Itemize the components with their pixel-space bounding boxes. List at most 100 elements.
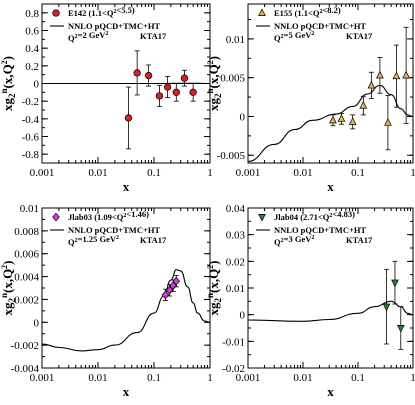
y-tick-label: 0.03: [226, 230, 246, 242]
y-tick-label: 0.8: [25, 8, 39, 20]
x-tick-label: 0.01: [293, 372, 312, 384]
legend-data-label: Jlab04 (2.71<Q2<4.83): [274, 209, 355, 222]
legend-model-label: KTA17: [346, 235, 373, 245]
data-point: [359, 100, 368, 109]
plot-frame: [247, 3, 414, 164]
data-point: [144, 71, 153, 80]
x-axis-label: x: [123, 179, 130, 194]
panel-jlab04: 0.001 0.01 0.1 1 -0.02 -0.01 0 0.01 0.02 0.03 0.04…: [205, 203, 415, 399]
data-point: [376, 70, 384, 79]
x-tick-label: 0.1: [147, 167, 161, 179]
y-tick-label: 0.04: [226, 203, 246, 215]
data-point: [382, 303, 391, 312]
theory-curve: [248, 84, 413, 162]
data-point: [180, 74, 189, 82]
legend-data-label: E142 (1.1<Q2<5.5): [68, 5, 135, 18]
x-tick-label: 0.01: [293, 167, 312, 179]
x-tick-label: 1: [410, 167, 415, 179]
y-tick-label: 0: [34, 79, 40, 91]
legend-curve-label: NNLO pQCD+TMC+HT: [274, 225, 366, 235]
y-tick-label: 0: [34, 317, 40, 329]
y-tick-label: 0.004: [14, 272, 39, 284]
legend-model-label: KTA17: [140, 31, 167, 41]
legend-q2-label: Q2=1.25 GeV2: [68, 234, 119, 247]
data-point: [392, 71, 401, 80]
data-point: [189, 88, 197, 96]
y-tick-label: -0.4: [22, 114, 40, 126]
y-tick-label: 0.006: [14, 249, 39, 261]
panel-e155: 0.001 0.01 0.1 1 -0.005 0 0.005 0.01 x xg2n(x,Q2)…: [205, 3, 415, 194]
y-tick-label: 0.01: [226, 283, 245, 295]
data-point: [337, 114, 346, 122]
y-tick-label: -0.004: [11, 363, 40, 375]
x-tick-label: 0.1: [147, 372, 161, 384]
data-point: [329, 115, 337, 124]
legend-data-label: E155 (1.1<Q2<8.2): [274, 5, 341, 18]
y-tick-label: 0.02: [226, 256, 245, 268]
x-axis-label: x: [327, 384, 334, 399]
theory-curve: [248, 300, 413, 322]
y-tick-label: 0.4: [25, 43, 39, 55]
x-tick-label: 1: [207, 167, 213, 179]
y-tick-label: 0.2: [25, 61, 39, 73]
legend-data-label: Jlab03 (1.09<Q2<1.46): [68, 209, 149, 222]
y-tick-label: -0.8: [22, 149, 40, 161]
x-tick-label: 1: [410, 372, 415, 384]
data-point: [396, 325, 405, 333]
y-axis-label: xg2n(x,Q2): [205, 56, 223, 111]
data-point: [384, 117, 392, 126]
x-tick-label: 1: [207, 372, 213, 384]
legend-curve-label: NNLO pQCD+TMC+HT: [68, 225, 160, 235]
y-tick-label: 0.6: [25, 26, 39, 38]
y-tick-label: -0.005: [217, 150, 246, 162]
legend-q2-label: Q2=2 GeV2: [68, 30, 108, 43]
data-point: [348, 117, 357, 125]
legend-q2-label: Q2=5 GeV2: [274, 30, 314, 43]
data-point: [169, 281, 177, 291]
data-point: [391, 279, 399, 288]
data-point: [161, 290, 170, 300]
data-point: [172, 276, 181, 286]
x-tick-label: 0.01: [88, 167, 107, 179]
y-tick-label: 0: [240, 111, 246, 123]
x-axis-label: x: [327, 179, 334, 194]
x-tick-label: 0.001: [30, 167, 55, 179]
y-tick-label: 0.005: [220, 73, 245, 85]
x-tick-label: 0.001: [30, 372, 55, 384]
data-point: [124, 114, 133, 122]
theory-curve: [42, 269, 210, 352]
y-axis-label: xg2n(x,Q2): [0, 56, 17, 111]
y-tick-label: 0.01: [20, 203, 39, 215]
y-tick-label: 0: [240, 310, 246, 322]
y-tick-label: -0.002: [11, 340, 39, 352]
y-tick-label: -0.02: [222, 363, 245, 375]
data-point: [165, 285, 174, 295]
panel-e142: 0.001 0.01 0.1 1 -0.8 -0.6 -0.4 -0.2 0 0.2 0.4 0.6 0…: [0, 3, 213, 194]
y-axis-label: xg2n(x,Q2): [205, 260, 223, 315]
legend-marker: [258, 214, 266, 222]
data-point: [367, 80, 376, 89]
data-point: [133, 69, 141, 77]
y-tick-label: 0.008: [14, 226, 39, 238]
y-tick-label: -0.01: [222, 336, 245, 348]
x-tick-label: 0.001: [236, 167, 261, 179]
x-axis-label: x: [123, 384, 130, 399]
legend-marker: [52, 212, 60, 222]
panel-jlab03: 0.001 0.01 0.1 1 -0.004 -0.002 0 0.002 0.004 0.00…: [0, 203, 213, 399]
legend-model-label: KTA17: [140, 235, 167, 245]
data-point: [163, 83, 172, 91]
legend-curve-label: NNLO pQCD+TMC+HT: [274, 21, 366, 31]
legend-marker: [52, 9, 60, 17]
legend-model-label: KTA17: [346, 31, 373, 41]
legend-marker: [258, 8, 266, 16]
legend-q2-label: Q2=3 GeV2: [274, 234, 314, 247]
data-point: [155, 92, 164, 100]
x-tick-label: 0.1: [351, 372, 365, 384]
x-tick-label: 0.001: [236, 372, 261, 384]
y-tick-label: 0.01: [226, 34, 245, 46]
y-tick-label: -0.2: [22, 96, 39, 108]
y-tick-label: -0.6: [22, 132, 40, 144]
y-axis-label: xg2n(x,Q2): [0, 260, 17, 315]
data-point: [172, 88, 180, 96]
